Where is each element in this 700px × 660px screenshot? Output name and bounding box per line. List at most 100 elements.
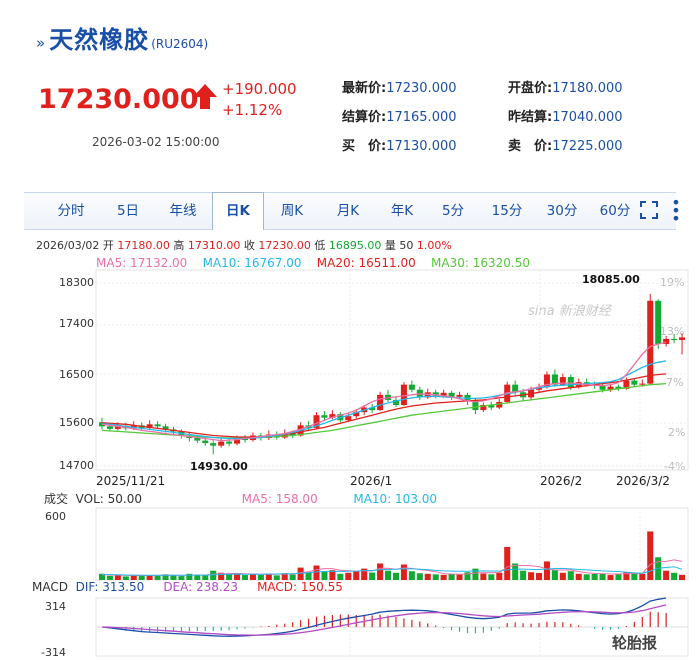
more-options-icon[interactable]: • • • [671,193,681,228]
volume-bar [138,575,145,580]
volume-bar [591,574,598,580]
volume-bar [273,575,280,580]
fullscreen-icon[interactable] [640,201,658,219]
candle-body [218,441,225,446]
volume-bar [440,574,447,580]
vol-ma10: MA10: 103.00 [353,492,438,506]
publisher-logo: 轮胎报 [612,634,658,652]
tab-yearline[interactable]: 年线 [169,203,197,219]
candle-body [114,425,121,429]
bid-price-field: 买 价:17130.000 [342,139,457,154]
macd-legend: MACD DIF: 313.50 DEA: 238.23 MACD: 150.5… [32,580,343,594]
candle-body [607,386,614,390]
volume-bar [639,573,646,580]
tab-30min[interactable]: 30分 [546,203,578,219]
last-price: 17230.000 [38,84,199,115]
candle-body [146,424,153,428]
candle-body [313,415,320,428]
ma30-line [101,382,667,439]
candle-body [647,300,654,384]
candle-body [639,383,646,385]
ma5-label: MA5: 17132.00 [96,256,188,270]
volume-bar [551,570,558,580]
ask-price-field: 卖 价:17225.000 [508,139,623,154]
volume-ma10-line [101,566,683,576]
volume-bar [583,574,590,580]
tab-5day[interactable]: 5日 [116,203,140,219]
quote-timestamp: 2026-03-02 15:00:00 [92,135,220,149]
volume-bar [679,574,686,580]
volume-bar [416,573,423,580]
volume-bar [456,574,463,580]
x-tick-label: 2025/11/21 [96,474,166,488]
prev-settle-field: 昨结算:17040.000 [508,110,623,125]
candle-body [512,384,519,393]
volume-bar [488,574,495,580]
tab-60min[interactable]: 60分 [599,203,631,219]
candle-body [631,380,638,385]
ma30-label: MA30: 16320.50 [431,256,530,270]
candle-body [655,300,662,344]
y-tick-label: 17400 [59,317,94,330]
volume-bar [114,575,121,580]
ohlc-info: 2026/03/02 开 17180.00 高 17310.00 收 17230… [36,239,452,252]
volume-bar [337,573,344,580]
candle-body [162,426,169,430]
candle-body [329,414,336,418]
volume-bar [377,563,384,580]
volume-bar [162,574,169,580]
volume-bar [106,575,113,580]
change-value: +190.000 [222,80,297,98]
sina-watermark: sina 新浪财经 [528,304,611,319]
volume-bar [480,573,487,580]
vol-max-label: 600 [45,510,66,523]
macd-title: MACD [32,580,68,594]
tab-5min[interactable]: 5分 [441,203,465,219]
volume-bar [535,572,543,580]
volume-bar [464,572,471,580]
candle-body [106,426,113,429]
volume-bar [257,574,264,580]
volume-bar [234,573,241,580]
y-tick-label: 16500 [59,368,94,381]
tab-daily-k[interactable]: 日K [212,192,264,230]
macd-top-label: 314 [45,600,66,613]
candle-body [679,337,686,340]
settle-price-field: 结算价:17165.000 [342,110,457,125]
candle-body [440,392,447,396]
candle-body [551,374,558,385]
volume-bar [361,568,368,580]
change-percent: +1.12% [222,101,283,119]
volume-bar [186,573,193,580]
tab-15min[interactable]: 15分 [491,203,523,219]
volume-bar [194,574,201,580]
candle-body [543,374,550,388]
candle-body [599,385,606,390]
vol-value: VOL: 50.00 [75,492,142,506]
volume-frame [95,507,689,581]
volume-bar [432,574,439,580]
ma-legend: MA5: 17132.00 MA10: 16767.00 MA20: 16511… [96,256,530,270]
candle-body [353,412,360,417]
volume-bar [543,561,550,580]
volume-bar [623,572,630,580]
tab-weekly-k[interactable]: 周K [280,203,304,219]
tab-yearly-k[interactable]: 年K [390,203,414,219]
title-block: » 天然橡胶 (RU2604) [36,20,208,55]
candle-body [535,387,543,390]
tab-intraday[interactable]: 分时 [57,203,85,219]
volume-bar [98,573,105,580]
volume-bar [265,573,272,580]
price-change: +190.000 +1.12% [222,79,297,121]
macd-value: MACD: 150.55 [257,580,343,594]
tab-monthly-k[interactable]: 月K [336,203,360,219]
candle-body [202,440,209,444]
volume-bar [122,576,129,580]
volume-bar [663,570,670,580]
macd-dea-line [101,604,667,636]
volume-bar [218,572,225,580]
volume-bar [289,574,296,580]
ma5-line [101,341,667,442]
volume-bar [496,572,503,580]
